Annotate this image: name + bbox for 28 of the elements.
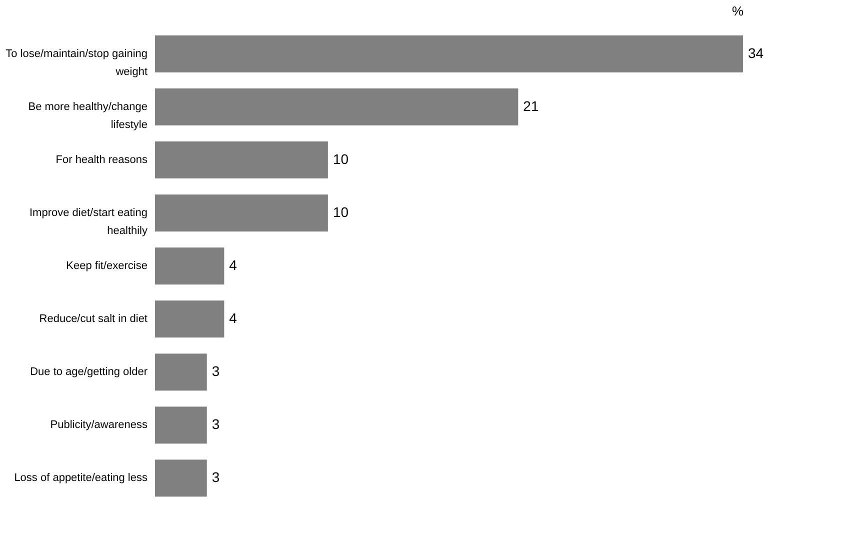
bar — [155, 300, 224, 338]
y-tick-label: To lose/maintain/stop gaining weight — [6, 48, 148, 78]
data-label: 21 — [523, 98, 539, 114]
data-label: 3 — [212, 363, 220, 380]
data-label: 3 — [212, 469, 220, 486]
bar — [155, 141, 328, 178]
bar — [155, 248, 224, 284]
y-tick-label: Improve diet/start eating healthily — [29, 206, 148, 237]
y-tick-label: Be more healthy/change lifestyle — [28, 100, 148, 131]
bar — [155, 194, 328, 232]
data-label: 4 — [229, 257, 238, 273]
data-label: 10 — [332, 204, 349, 220]
y-tick-label: Reduce/cut salt in diet — [39, 313, 148, 326]
data-label: 4 — [229, 310, 238, 326]
data-label: 3 — [212, 416, 220, 432]
bar — [155, 88, 518, 126]
data-label: 34 — [748, 44, 764, 61]
data-label: 10 — [332, 150, 349, 167]
y-tick-label: Publicity/awareness — [50, 419, 148, 432]
y-tick-label: Loss of appetite/eating less — [14, 472, 148, 484]
y-tick-label: Keep fit/exercise — [66, 260, 148, 272]
y-tick-label: Due to age/getting older — [30, 366, 148, 378]
bar — [155, 35, 743, 72]
bar — [155, 460, 207, 497]
y-tick-label: For health reasons — [56, 154, 148, 166]
bar — [155, 406, 207, 444]
x-axis-title: % — [732, 4, 744, 18]
bar — [155, 354, 207, 391]
